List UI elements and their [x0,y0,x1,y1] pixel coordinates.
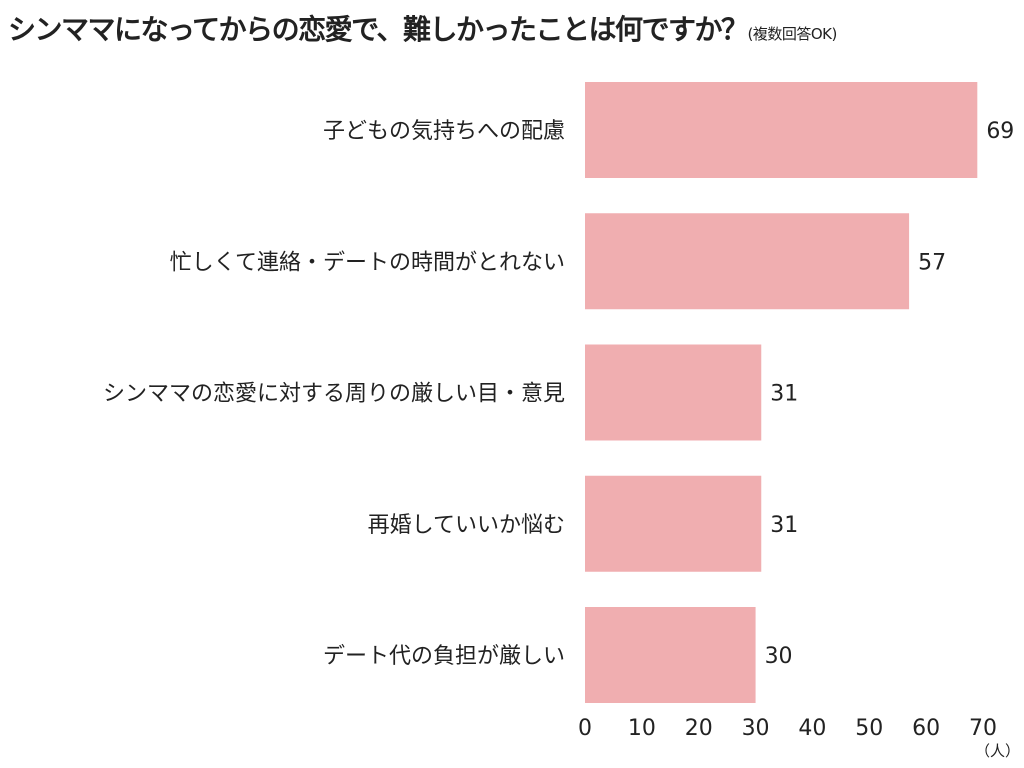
bar [585,213,910,310]
category-label: 忙しくて連絡・デートの時間がとれない [170,250,565,275]
x-tick-label: 0 [578,716,592,741]
x-tick-label: 70 [969,716,997,741]
category-label: シンママの恋愛に対する周りの厳しい目・意見 [103,382,565,407]
chart-title-text: シンママになってからの恋愛で、難しかったことは何ですか？ [8,13,749,46]
bar [585,607,756,703]
chart-title: シンママになってからの恋愛で、難しかったことは何ですか？(複数回答OK) [8,8,837,48]
x-tick-label: 40 [798,716,826,741]
category-label: デート代の負担が厳しい [323,644,565,669]
data-label: 57 [918,250,946,275]
x-tick-label: 20 [685,716,713,741]
x-axis-unit: （人） [975,742,1020,760]
x-tick-label: 50 [855,716,883,741]
category-label: 子どもの気持ちへの配慮 [323,119,565,144]
data-label: 30 [765,644,793,669]
bar [585,82,978,178]
bar [585,475,762,572]
data-label: 31 [770,382,798,407]
data-label: 69 [986,119,1014,144]
data-label: 31 [770,513,798,538]
bar [585,344,762,441]
chart-subtitle: (複数回答OK) [747,25,837,43]
x-tick-label: 10 [628,716,656,741]
category-label: 再婚していいか悩む [368,513,565,538]
x-tick-label: 60 [912,716,940,741]
x-tick-label: 30 [742,716,770,741]
